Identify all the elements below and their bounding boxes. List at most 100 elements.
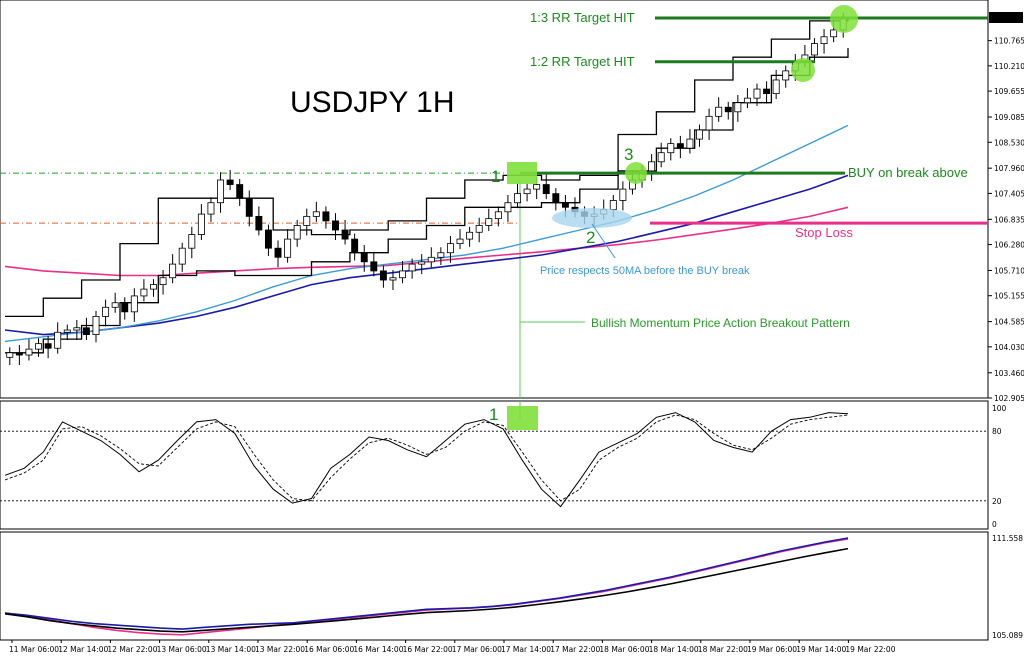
candle-body [514,193,521,204]
osc-tick-label: 100 [992,404,1007,413]
candle-body [121,302,129,313]
ma-note-label: Price respects 50MA before the BUY break [540,265,750,277]
time-axis: 11 Mar 06:00 12 Mar 14:00 12 Mar 22:00 13 M… [9,640,896,654]
candle-body [35,343,42,350]
price-tick-label: 105.710 [994,266,1024,275]
time-tick-label: 19 Mar 22:00 [845,645,895,654]
candle-body [255,215,263,231]
candle-body [284,238,292,258]
candle-body [15,352,23,356]
channel-low-line [5,48,849,354]
bottom-blue-line [4,537,849,630]
time-tick-label: 11 Mar 06:00 [9,645,59,654]
candle-body [418,261,426,265]
candle-body [73,327,81,331]
osc-highlight-box [507,406,538,430]
candle-body [427,256,435,263]
ma-light-blue-line [4,124,849,343]
ma-pink-line [4,206,849,277]
time-tick-label: 18 Mar 14:00 [649,645,699,654]
price-tick-label: 104.585 [994,318,1024,327]
candle-body [102,306,110,317]
oscillator-panel: 1 [0,400,989,530]
candle-body [169,263,177,279]
candle-body [715,106,723,117]
channel-high-line [5,18,849,318]
candle-body [437,252,445,258]
candle-body [667,143,675,154]
oscillator-panel-frame [0,400,989,530]
candle-body [236,184,244,199]
price-tick-label: 105.155 [994,292,1024,301]
point1-label: 1 [491,167,500,186]
candle-body [763,88,771,95]
time-tick-label: 19 Mar 14:00 [796,645,846,654]
candle-body [743,97,751,104]
time-tick-label: 16 Mar 22:00 [403,645,453,654]
candle-body [485,218,493,226]
candle-body [25,348,33,356]
candle-body [456,238,464,245]
time-tick-label: 18 Mar 06:00 [599,645,649,654]
price-panel-frame [0,0,989,399]
osc-tick-label: 0 [992,520,997,529]
candle-body [734,102,742,113]
candle-body [782,70,790,81]
time-tick-label: 16 Mar 06:00 [304,645,354,654]
price-tick-label: 106.835 [994,215,1024,224]
candle-body [820,36,828,44]
candle-body [705,115,713,131]
candle-body [724,106,732,113]
candle-body [830,29,838,38]
price-tick-label: 110.765 [994,37,1024,46]
pattern-note-label: Bullish Momentum Price Action Breakout P… [591,316,850,330]
osc-point1-label: 1 [489,405,498,424]
osc-tick-label: 20 [992,497,1002,506]
candle-body [188,234,196,249]
osc-signal-line [4,414,849,502]
candle-body [399,270,407,279]
candle-body [379,270,387,281]
candle-body [772,79,780,95]
bottom-panel-frame [0,531,989,641]
candle-body [360,252,368,263]
candle-body [217,179,225,204]
candle-body [197,213,205,235]
candle-body [533,184,541,190]
current-price-box [989,12,1023,23]
candle-body [542,184,550,195]
candle-body [351,238,359,254]
bottom-tick-label: 105.089 [992,631,1023,640]
candle-body [494,211,502,220]
bottom-black-line [4,547,849,633]
candle-body [322,211,330,222]
candle-body [178,247,186,265]
price-tick-label: 102.905 [994,394,1024,403]
time-tick-label: 13 Mar 22:00 [255,645,305,654]
candle-body [111,302,119,308]
candle-body [370,261,378,272]
candle-body [274,247,282,258]
ma-note-pointer [591,223,616,259]
candle-body [561,202,569,208]
candle-body [408,263,416,272]
candle-body [82,327,90,335]
candle-body [332,220,339,231]
price-axis: 111.263 110.765 110.210 109.655 109.085 108.5… [988,12,1024,640]
time-tick-label: 12 Mar 22:00 [107,645,157,654]
candle-body [446,243,454,254]
candle-body [552,193,560,204]
candle-body [648,161,656,172]
price-tick-label: 109.085 [994,113,1024,122]
price-tick-label: 110.210 [994,62,1024,71]
buy-break-label: BUY on break above [848,165,968,180]
time-tick-label: 13 Mar 14:00 [206,645,256,654]
price-tick-label: 109.655 [994,87,1024,96]
price-tick-label: 106.280 [994,241,1024,250]
time-tick-label: 16 Mar 14:00 [353,645,403,654]
price-panel: 1:3 RR Target HIT 1:2 RR Target HIT BUY on… [0,0,989,399]
price-tick-label: 103.460 [994,369,1024,378]
price-tick-label: 107.960 [994,164,1024,173]
candle-body [245,197,253,217]
